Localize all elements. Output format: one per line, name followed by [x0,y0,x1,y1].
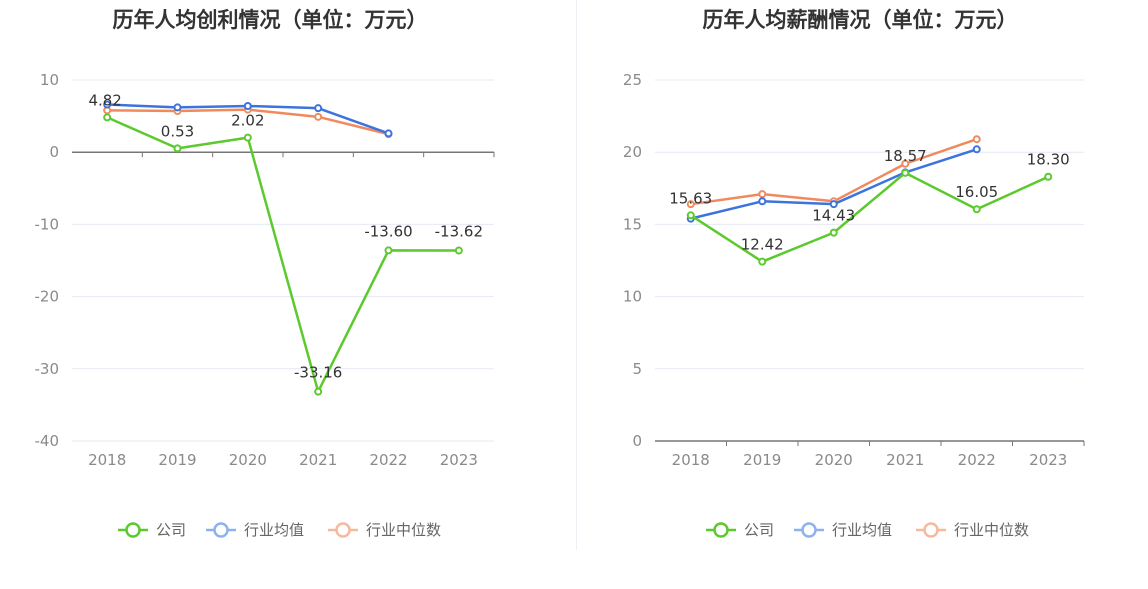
data-label: 2.02 [231,112,264,130]
company-point[interactable] [384,246,393,255]
data-label: 18.57 [884,147,927,165]
x-tick-label: 2019 [743,451,781,469]
x-tick-label: 2021 [299,451,337,469]
y-tick-label: 20 [623,143,642,161]
chart-panel-profit: 历年人均创利情况（单位：万元） 10 0 -10 -20 -30 -40 2018 2019 20… [35,8,495,539]
legend-item-industry-avg[interactable]: 行业均值 [206,521,304,539]
legend-circle-icon [335,522,351,538]
y-tick-label: 10 [40,71,59,89]
salary-chart: 历年人均薪酬情况（单位：万元） 25 20 15 10 5 0 2018 2019 2020 202… [623,8,1085,539]
industry-avg-point[interactable] [314,104,323,113]
y-tick-label: 5 [632,360,642,378]
legend-label: 行业中位数 [954,521,1029,539]
x-tick-label: 2018 [88,451,126,469]
industry-avg-point[interactable] [384,129,393,138]
data-label: -13.60 [364,222,412,240]
legend-circle-icon [801,522,817,538]
industry-median-point[interactable] [758,190,767,199]
industry-avg-point[interactable] [758,197,767,206]
industry-avg-point[interactable] [972,145,981,154]
company-point[interactable] [454,246,463,255]
x-tick-label: 2021 [886,451,924,469]
company-point[interactable] [758,257,767,266]
company-point[interactable] [901,168,910,177]
y-tick-label: 15 [623,215,642,233]
legend-circle-icon [923,522,939,538]
legend-label: 公司 [744,521,774,539]
company-point[interactable] [972,205,981,214]
industry-median-point[interactable] [972,135,981,144]
industry-median-point[interactable] [314,112,323,121]
company-point[interactable] [686,211,695,220]
x-tick-label: 2023 [440,451,478,469]
y-tick-label: -40 [35,432,60,450]
company-point[interactable] [103,113,112,122]
chart-title: 历年人均薪酬情况（单位：万元） [703,8,1018,32]
legend-label: 行业均值 [832,521,892,539]
y-tick-label: 10 [623,288,642,306]
legend-item-company[interactable]: 公司 [706,521,774,539]
data-label: 16.05 [955,183,998,201]
x-tick-label: 2022 [958,451,996,469]
legend-item-industry-avg[interactable]: 行业均值 [794,521,892,539]
industry-avg-point[interactable] [829,200,838,209]
chart-panel-salary: 历年人均薪酬情况（单位：万元） 25 20 15 10 5 0 2018 2019 2020 202… [574,0,1148,589]
company-point[interactable] [173,144,182,153]
legend-item-industry-median[interactable]: 行业中位数 [328,521,441,539]
panel-divider [576,0,577,550]
y-tick-label: 25 [623,71,642,89]
data-label: -33.16 [294,364,342,382]
data-label: 14.43 [812,207,855,225]
industry-avg-point[interactable] [243,101,252,110]
data-label: 0.53 [161,122,194,140]
profit-chart: 历年人均创利情况（单位：万元） 10 0 -10 -20 -30 -40 2018 2019 20… [35,8,495,539]
data-label: 18.30 [1027,151,1070,169]
y-tick-label: -10 [35,215,60,233]
x-tick-label: 2019 [158,451,196,469]
legend-label: 行业中位数 [366,521,441,539]
x-tick-label: 2023 [1029,451,1067,469]
industry-median-point[interactable] [686,200,695,209]
industry-median-point[interactable] [901,159,910,168]
industry-avg-point[interactable] [173,103,182,112]
x-tick-label: 2020 [815,451,853,469]
x-tick-label: 2018 [672,451,710,469]
legend-label: 公司 [156,521,186,539]
legend-item-industry-median[interactable]: 行业中位数 [916,521,1029,539]
y-tick-label: -20 [35,288,60,306]
industry-median-line [690,138,978,206]
legend-circle-icon [213,522,229,538]
legend-label: 行业均值 [244,521,304,539]
data-label: 4.82 [88,91,121,109]
x-tick-label: 2022 [369,451,407,469]
company-point[interactable] [1044,172,1053,181]
data-label: 12.42 [741,236,784,254]
company-point[interactable] [314,387,323,396]
legend-circle-icon [125,522,141,538]
y-tick-label: -30 [35,360,60,378]
legend-circle-icon [713,522,729,538]
chart-title: 历年人均创利情况（单位：万元） [113,8,428,32]
legend-item-company[interactable]: 公司 [118,521,186,539]
y-tick-label: 0 [632,432,642,450]
company-line [106,116,459,393]
data-label: 15.63 [669,189,712,207]
x-tick-label: 2020 [229,451,267,469]
company-point[interactable] [829,228,838,237]
data-label: -13.62 [435,223,483,241]
company-point[interactable] [243,133,252,142]
company-line [690,171,1049,263]
y-tick-label: 0 [49,143,59,161]
industry-avg-point[interactable] [103,100,112,109]
